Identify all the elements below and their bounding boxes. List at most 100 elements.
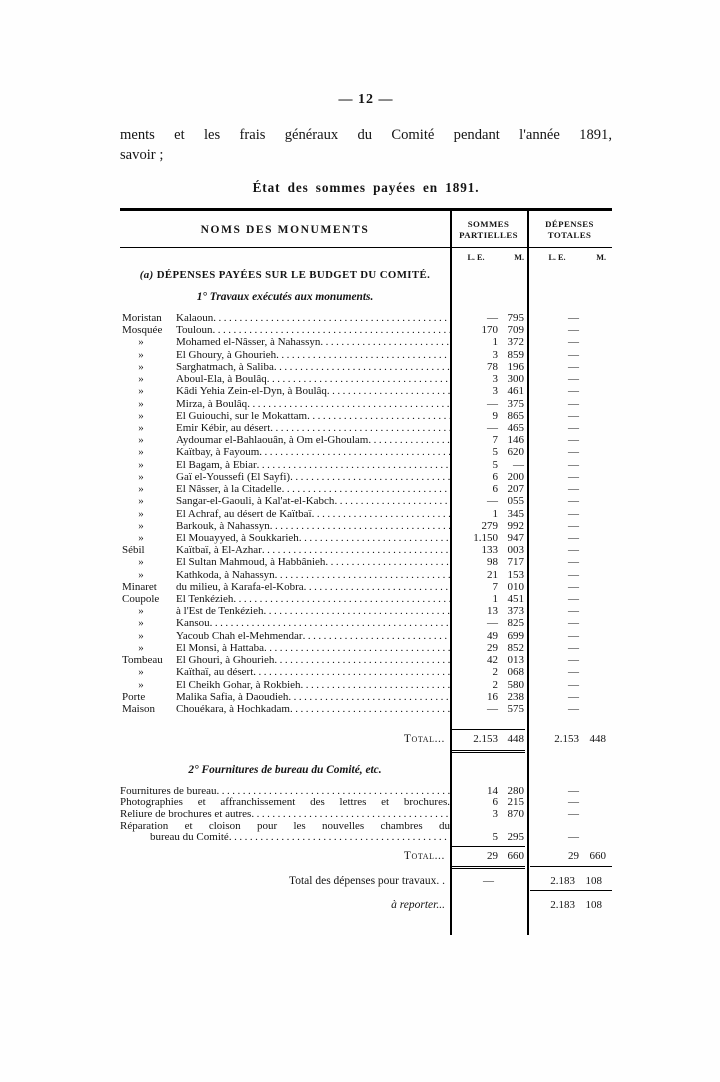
spacer (524, 642, 531, 654)
leader-dots (213, 312, 450, 324)
pre-total-rule-1 (452, 729, 525, 730)
column-header-totals-line2: TOTALES (547, 230, 592, 240)
row-category: » (138, 336, 144, 349)
leader-dots (282, 483, 450, 495)
row-monument-name: Touloun (176, 324, 213, 337)
leader-dots (270, 520, 450, 532)
row-partial-le: 2 (492, 666, 499, 679)
expenses-table: NOMS DES MONUMENTS SOMMES PARTIELLES DÉP… (120, 208, 612, 938)
leader-dots (299, 532, 450, 544)
row-name-cell: El Achraf, au désert de Kaïtbaï (176, 508, 450, 520)
row-monument-name: El Mouayyed, à Soukkarieh (176, 531, 299, 544)
spacer (120, 832, 150, 844)
row-category: » (138, 458, 144, 471)
row-total-dash: — (568, 690, 579, 703)
row-category: Porte (122, 690, 146, 703)
row-monument-name: El Ghoury, à Ghourieh (176, 348, 277, 361)
row-partial-le: — (487, 703, 498, 715)
row-partial-le: 5 (492, 458, 499, 471)
row-partial-le: 9 (492, 409, 499, 422)
row-partial-le: 2 (492, 678, 499, 691)
row-total-dash: — (568, 666, 579, 679)
section-a-label: DÉPENSES PAYÉES SUR LE BUDGET DU COMITÉ. (156, 269, 431, 281)
row-total-dash: — (568, 446, 579, 459)
table-row: Coupole El Tenkézieh 1 451 — (120, 593, 612, 605)
row-partial-le: 5 (492, 446, 499, 459)
row-monument-name: Sarghatmach, à Saliba (176, 360, 274, 373)
table-row: » El Bagam, à Ebiar 5 — — (120, 459, 612, 471)
row-monument-name: Kaïthaï, au désert (176, 666, 254, 679)
row-partial-le: 3 (492, 385, 499, 398)
spacer (524, 532, 531, 544)
spacer (524, 385, 531, 397)
spacer (579, 336, 610, 348)
row-partial-m: 865 (507, 409, 525, 422)
row-item-name-continued: bureau du Comité (150, 832, 229, 844)
row-category: » (138, 531, 144, 544)
row-partial-le: 1 (492, 507, 499, 520)
spacer (579, 410, 610, 422)
row-category: Moristan (122, 312, 162, 324)
row-total-dash: — (568, 629, 579, 642)
row-total-dash: — (568, 470, 579, 483)
spacer (579, 483, 610, 495)
leader-dots (274, 654, 450, 666)
row-name-cell: El Monsi, à Hattaba (176, 642, 450, 654)
leader-dots (257, 459, 450, 471)
table-row: » Gaï el-Youssefi (El Sayfi) 6 200 — (120, 471, 612, 483)
row-total-dash: — (568, 324, 579, 337)
row-monument-name: Barkouk, à Nahassyn (176, 519, 270, 532)
row-partial-le: 7 (492, 434, 499, 447)
row-name-cell: Kalaoun (176, 312, 450, 324)
table-row: Reliure de brochures et autres 3 870 — (120, 808, 612, 821)
row-category: » (138, 495, 144, 508)
row-category: » (138, 519, 144, 532)
row-partial-le: 1 (492, 593, 499, 606)
table-top-rule (120, 208, 612, 211)
spacer (524, 679, 531, 691)
row-total-dash: — (568, 385, 579, 398)
spacer (524, 691, 531, 703)
leader-dots (276, 349, 450, 361)
column-header-monuments: NOMS DES MONUMENTS (200, 224, 370, 236)
row-category: » (138, 360, 144, 373)
totals-column-rule-1 (530, 866, 612, 867)
row-total-dash: — (568, 409, 579, 422)
leader-dots (213, 324, 450, 336)
row-partial-m: 870 (507, 808, 525, 821)
table-row: » El Ghoury, à Ghourieh 3 859 — (120, 349, 612, 361)
total-partial-m: 448 (507, 733, 525, 745)
column-header-partial-sums: SOMMES PARTIELLES (450, 214, 527, 246)
currency-label-m: M. (514, 253, 524, 262)
carry-forward-le: 2.183 (550, 899, 575, 911)
total-label: Total... (403, 850, 445, 862)
row-total-dash: — (568, 568, 579, 581)
currency-subheader-row: L. E. M. L. E. M. (120, 249, 612, 266)
spacer (524, 605, 531, 617)
leader-dots (327, 385, 450, 397)
report-title: État des sommes payées en 1891. (252, 180, 480, 195)
row-name-cell: Réparation et cloison pour les nouvelles… (120, 821, 450, 844)
row-partial-m: 295 (507, 831, 525, 844)
spacer (579, 495, 610, 507)
intro-line-2: savoir ; (120, 146, 164, 163)
spacer (524, 630, 531, 642)
spacer (579, 385, 610, 397)
table-row: Maison Chouékara, à Hochkadam — 575 — (120, 703, 612, 715)
row-partial-m: 375 (507, 397, 525, 410)
row-partial-le: 98 (487, 556, 498, 569)
row-monument-name: Kaïtbaï, à El-Azhar (176, 544, 262, 557)
row-partial-m: 200 (507, 470, 525, 483)
row-partial-m: 345 (507, 507, 525, 520)
row-total-dash: — (568, 519, 579, 532)
leader-dots (274, 361, 450, 373)
monument-rows: MoristanKalaoun—795—MosquéeTouloun170709… (120, 312, 612, 715)
row-category: Mosquée (122, 324, 163, 337)
carry-forward-label: à reporter... (391, 899, 445, 911)
row-name-cell: El Ghouri, à Ghourieh (176, 654, 450, 666)
row-name-cell: Touloun (176, 324, 450, 336)
spacer (524, 336, 531, 348)
leader-dots (251, 809, 450, 821)
row-total-dash: — (568, 580, 579, 593)
spacer (579, 434, 610, 446)
